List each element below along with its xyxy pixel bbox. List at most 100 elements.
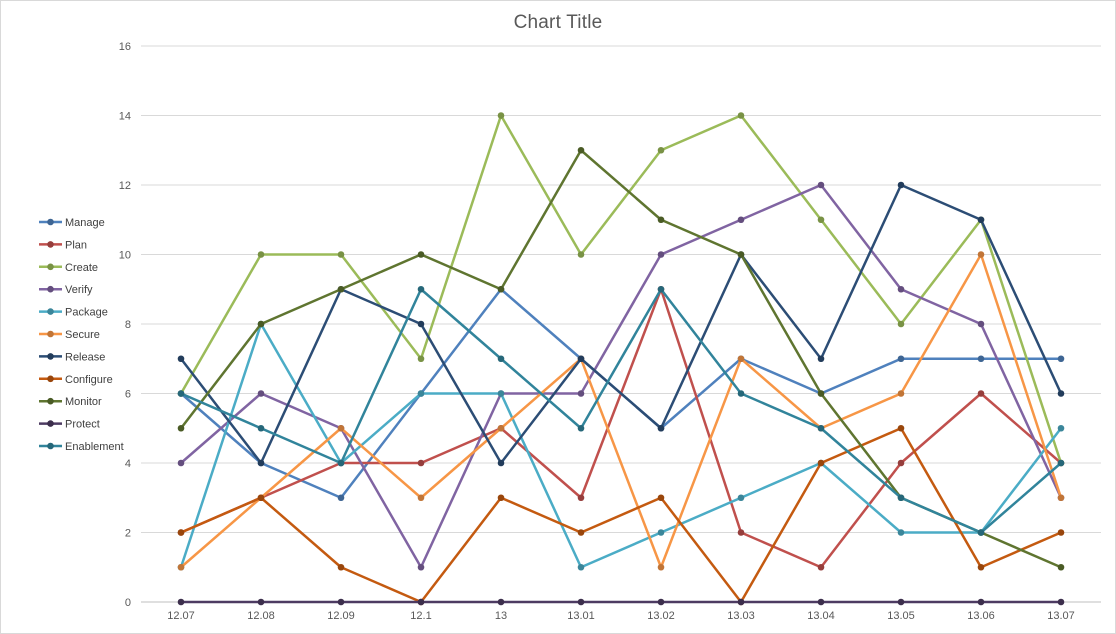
data-point-marker[interactable] <box>897 181 905 189</box>
data-point-marker[interactable] <box>897 529 905 536</box>
data-point-marker[interactable] <box>257 251 265 258</box>
data-point-marker[interactable] <box>417 320 425 328</box>
legend-item-secure[interactable]: Secure <box>39 329 100 341</box>
data-point-marker[interactable] <box>417 459 425 467</box>
data-point-marker[interactable] <box>417 494 425 502</box>
series-plan[interactable] <box>177 285 1065 571</box>
data-point-marker[interactable] <box>817 563 825 571</box>
data-point-marker[interactable] <box>977 598 985 606</box>
data-point-marker[interactable] <box>737 355 745 363</box>
data-point-marker[interactable] <box>817 216 825 224</box>
data-point-marker[interactable] <box>337 285 345 293</box>
data-point-marker[interactable] <box>497 285 505 293</box>
series-create[interactable] <box>177 112 1065 467</box>
data-point-marker[interactable] <box>497 494 505 502</box>
data-point-marker[interactable] <box>577 563 585 571</box>
data-point-marker[interactable] <box>177 529 185 536</box>
data-point-marker[interactable] <box>497 598 505 606</box>
data-point-marker[interactable] <box>257 320 265 328</box>
data-point-marker[interactable] <box>577 355 585 363</box>
data-point-marker[interactable] <box>417 251 425 258</box>
series-line[interactable] <box>179 114 1063 465</box>
data-point-marker[interactable] <box>257 494 265 502</box>
data-point-marker[interactable] <box>657 216 665 224</box>
data-point-marker[interactable] <box>337 598 345 606</box>
data-point-marker[interactable] <box>337 424 345 432</box>
data-point-marker[interactable] <box>337 494 345 502</box>
data-point-marker[interactable] <box>1057 390 1065 397</box>
data-point-marker[interactable] <box>577 251 585 258</box>
series-configure[interactable] <box>177 424 1065 606</box>
data-point-marker[interactable] <box>497 459 505 467</box>
data-point-marker[interactable] <box>737 216 745 224</box>
data-point-marker[interactable] <box>417 355 425 363</box>
data-point-marker[interactable] <box>577 424 585 432</box>
data-point-marker[interactable] <box>657 563 665 571</box>
data-point-marker[interactable] <box>897 598 905 606</box>
legend-item-manage[interactable]: Manage <box>39 217 105 229</box>
data-point-marker[interactable] <box>657 251 665 258</box>
data-point-marker[interactable] <box>257 459 265 467</box>
data-point-marker[interactable] <box>577 390 585 397</box>
data-point-marker[interactable] <box>657 598 665 606</box>
data-point-marker[interactable] <box>177 459 185 467</box>
data-point-marker[interactable] <box>657 424 665 432</box>
data-point-marker[interactable] <box>897 424 905 432</box>
data-point-marker[interactable] <box>337 251 345 258</box>
data-point-marker[interactable] <box>977 320 985 328</box>
data-point-marker[interactable] <box>657 146 665 154</box>
data-point-marker[interactable] <box>737 529 745 536</box>
data-point-marker[interactable] <box>977 529 985 536</box>
data-point-marker[interactable] <box>577 529 585 536</box>
legend-item-release[interactable]: Release <box>39 351 105 363</box>
data-point-marker[interactable] <box>417 285 425 293</box>
data-point-marker[interactable] <box>497 390 505 397</box>
data-point-marker[interactable] <box>417 563 425 571</box>
data-point-marker[interactable] <box>177 424 185 432</box>
data-point-marker[interactable] <box>817 390 825 397</box>
legend-item-create[interactable]: Create <box>39 262 98 274</box>
data-point-marker[interactable] <box>897 459 905 467</box>
data-point-marker[interactable] <box>257 424 265 432</box>
data-point-marker[interactable] <box>497 424 505 432</box>
data-point-marker[interactable] <box>417 598 425 606</box>
data-point-marker[interactable] <box>1057 424 1065 432</box>
series-line[interactable] <box>179 183 1063 569</box>
legend-item-verify[interactable]: Verify <box>39 284 93 296</box>
data-point-marker[interactable] <box>1057 459 1065 467</box>
data-point-marker[interactable] <box>177 355 185 363</box>
data-point-marker[interactable] <box>737 390 745 397</box>
data-point-marker[interactable] <box>177 390 185 397</box>
series-line[interactable] <box>179 288 1063 569</box>
data-point-marker[interactable] <box>737 598 745 606</box>
data-point-marker[interactable] <box>977 390 985 397</box>
data-point-marker[interactable] <box>737 251 745 258</box>
data-point-marker[interactable] <box>1057 494 1065 502</box>
legend-item-configure[interactable]: Configure <box>39 374 113 386</box>
data-point-marker[interactable] <box>737 112 745 119</box>
series-line[interactable] <box>179 183 1063 465</box>
legend-item-protect[interactable]: Protect <box>39 419 100 431</box>
data-point-marker[interactable] <box>897 390 905 397</box>
data-point-marker[interactable] <box>817 459 825 467</box>
data-point-marker[interactable] <box>417 390 425 397</box>
data-point-marker[interactable] <box>897 285 905 293</box>
data-point-marker[interactable] <box>657 529 665 536</box>
data-point-marker[interactable] <box>817 424 825 432</box>
data-point-marker[interactable] <box>1057 563 1065 571</box>
data-point-marker[interactable] <box>497 355 505 363</box>
data-point-marker[interactable] <box>977 563 985 571</box>
series-enablement[interactable] <box>177 285 1065 536</box>
data-point-marker[interactable] <box>1057 529 1065 536</box>
data-point-marker[interactable] <box>977 355 985 363</box>
series-release[interactable] <box>177 181 1065 467</box>
legend-item-package[interactable]: Package <box>39 307 108 319</box>
data-point-marker[interactable] <box>1057 598 1065 606</box>
data-point-marker[interactable] <box>897 494 905 502</box>
data-point-marker[interactable] <box>817 598 825 606</box>
data-point-marker[interactable] <box>497 112 505 119</box>
data-point-marker[interactable] <box>817 355 825 363</box>
series-protect[interactable] <box>177 598 1065 606</box>
legend-item-monitor[interactable]: Monitor <box>39 396 102 408</box>
data-point-marker[interactable] <box>897 320 905 328</box>
